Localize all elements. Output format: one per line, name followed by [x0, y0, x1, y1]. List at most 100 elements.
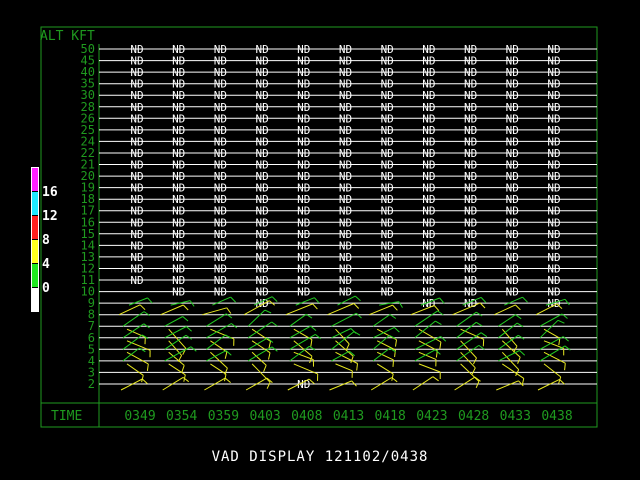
no-data-cell: ND: [297, 216, 310, 229]
no-data-cell: ND: [255, 274, 268, 287]
wind-barb-flag: [556, 303, 563, 309]
wind-barb: [498, 350, 520, 362]
no-data-cell: ND: [172, 135, 185, 148]
scale-segment: [32, 192, 38, 215]
wind-barb: [206, 334, 226, 350]
wind-barb: [329, 380, 352, 391]
wind-barb-flag: [433, 305, 440, 312]
no-data-cell: ND: [422, 228, 435, 241]
altitude-label: 26: [81, 111, 95, 125]
no-data-cell: ND: [172, 216, 185, 229]
no-data-cell: ND: [381, 182, 394, 195]
wind-barb: [372, 335, 390, 350]
no-data-cell: ND: [172, 112, 185, 125]
no-data-cell: ND: [547, 216, 560, 229]
no-data-cell: ND: [297, 135, 310, 148]
wind-barb: [414, 310, 438, 327]
wind-barb: [287, 378, 310, 391]
wind-barb-flag: [521, 378, 525, 386]
wind-barb-flag: [139, 347, 146, 353]
wind-barb: [414, 320, 436, 339]
no-data-cell: ND: [255, 216, 268, 229]
no-data-cell: ND: [339, 286, 352, 299]
wind-barb-flag: [432, 376, 439, 382]
no-data-cell: ND: [214, 170, 227, 183]
no-data-cell: ND: [506, 124, 519, 137]
no-data-cell: ND: [297, 286, 310, 299]
wind-barb: [247, 346, 273, 362]
no-data-cell: ND: [464, 170, 477, 183]
wind-barb: [164, 346, 192, 362]
no-data-cell: ND: [422, 135, 435, 148]
no-data-cell: ND: [255, 251, 268, 264]
wind-barb: [126, 328, 146, 338]
no-data-cell: ND: [297, 239, 310, 252]
wind-barb-flag: [309, 356, 313, 364]
no-data-cell: ND: [172, 101, 185, 114]
no-data-cell: ND: [297, 147, 310, 160]
wind-barb-flag: [225, 334, 232, 340]
wind-barb-flag: [564, 298, 570, 306]
no-data-cell: ND: [214, 263, 227, 276]
wind-barb: [372, 347, 391, 362]
wind-barb-flag: [230, 296, 236, 303]
wind-barb: [539, 313, 563, 327]
no-data-cell: ND: [422, 205, 435, 218]
no-data-cell: ND: [172, 263, 185, 276]
no-data-cell: ND: [547, 78, 560, 91]
altitude-label: 18: [81, 192, 95, 206]
wind-barb: [164, 316, 183, 327]
scale-label: 12: [42, 209, 58, 224]
wind-barb-flag: [141, 378, 148, 385]
no-data-cell: ND: [381, 135, 394, 148]
no-data-cell: ND: [172, 251, 185, 264]
wind-barb: [120, 378, 143, 391]
wind-barb: [539, 345, 566, 362]
wind-barb-flag: [186, 326, 192, 332]
wind-barb-flag: [440, 336, 447, 342]
no-data-cell: ND: [172, 286, 185, 299]
altitude-label: 8: [88, 308, 95, 322]
no-data-cell: ND: [547, 228, 560, 241]
time-label: 0349: [124, 409, 155, 424]
no-data-cell: ND: [214, 159, 227, 172]
altitude-label: 4: [88, 354, 95, 368]
wind-barb-flag: [515, 304, 521, 311]
wind-barb: [502, 363, 525, 379]
no-data-cell: ND: [255, 170, 268, 183]
wind-barb: [418, 328, 442, 343]
wind-barb: [454, 376, 476, 391]
wind-barb-flag: [515, 369, 520, 377]
no-data-cell: ND: [381, 263, 394, 276]
no-data-cell: ND: [214, 78, 227, 91]
no-data-cell: ND: [130, 147, 143, 160]
wind-barbs: [118, 295, 571, 391]
no-data-cell: ND: [381, 193, 394, 206]
no-data-cell: ND: [130, 159, 143, 172]
no-data-cell: ND: [506, 182, 519, 195]
altitude-label: 21: [81, 158, 95, 172]
wind-barb-flag: [355, 312, 362, 319]
wind-barb: [460, 340, 477, 359]
wind-barb-flag: [519, 350, 526, 356]
no-data-cell: ND: [297, 182, 310, 195]
wind-barb-flag: [391, 377, 398, 383]
no-data-cell: ND: [339, 135, 352, 148]
wind-barb: [206, 313, 227, 327]
altitude-label: 30: [81, 88, 95, 102]
wind-barb: [251, 363, 271, 383]
no-data-cell: ND: [381, 251, 394, 264]
no-data-cell: ND: [255, 205, 268, 218]
wind-barb: [245, 377, 268, 391]
wind-barb: [126, 340, 151, 351]
no-data-cell: ND: [464, 43, 477, 56]
no-data-cell: ND: [547, 239, 560, 252]
no-data-cell: ND: [506, 147, 519, 160]
time-label: 0413: [333, 409, 364, 424]
wind-barb: [204, 377, 226, 391]
wind-barb: [372, 314, 391, 327]
altitude-label: 10: [81, 285, 95, 299]
no-data-cell: ND: [130, 239, 143, 252]
no-data-cell: ND: [422, 43, 435, 56]
